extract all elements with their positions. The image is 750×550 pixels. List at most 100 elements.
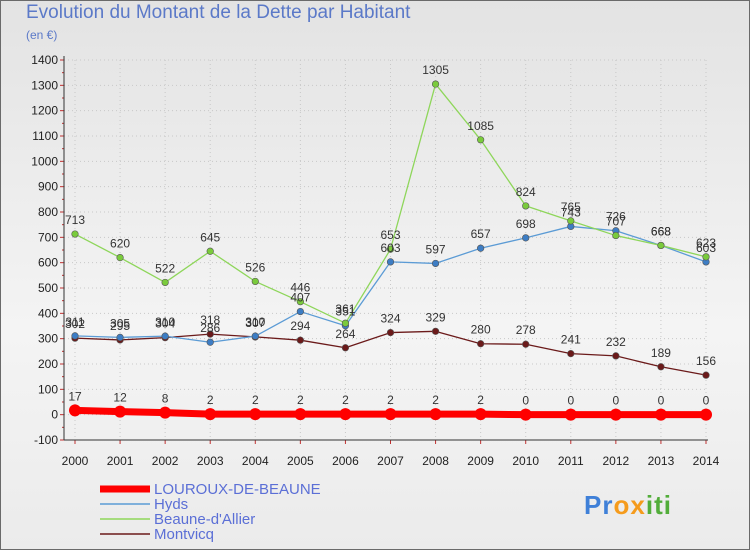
data-label: 280 (471, 323, 491, 337)
data-label: 526 (245, 260, 265, 274)
data-point (341, 344, 350, 352)
x-tick-label: 2001 (107, 454, 134, 468)
data-point (206, 338, 214, 346)
data-label: 603 (380, 241, 400, 255)
data-point (116, 254, 124, 262)
data-point (251, 277, 259, 286)
data-point (519, 408, 532, 421)
data-point (564, 408, 577, 421)
data-point (700, 408, 712, 421)
data-label: 668 (651, 224, 671, 238)
data-label: 189 (651, 346, 671, 360)
data-point (477, 340, 485, 348)
y-tick-label: 700 (38, 230, 58, 244)
x-tick-label: 2006 (332, 454, 359, 468)
data-point (386, 245, 395, 253)
data-point (69, 404, 81, 417)
data-label: 305 (110, 316, 130, 330)
data-label: 597 (426, 242, 446, 256)
x-tick-label: 2005 (287, 454, 314, 468)
y-tick-label: 1000 (31, 154, 58, 168)
y-tick-label: 600 (38, 256, 58, 270)
data-label: 446 (290, 281, 310, 295)
x-tick-label: 2008 (422, 454, 449, 468)
data-label: 707 (606, 215, 626, 229)
data-point (161, 332, 169, 340)
legend-label: Hyds (154, 496, 188, 513)
data-label: 361 (335, 302, 355, 316)
x-tick-label: 2000 (62, 454, 89, 468)
data-point (431, 80, 440, 88)
y-tick-label: 800 (38, 205, 58, 219)
data-label: 2 (252, 393, 259, 407)
data-label: 2 (342, 393, 349, 407)
legend-label: Montvicq (154, 526, 214, 543)
data-label: 1085 (467, 119, 494, 133)
data-point (249, 408, 262, 421)
proxiti-logo: Proxiti (584, 490, 672, 520)
data-point (522, 234, 530, 242)
data-point (429, 408, 442, 421)
data-point (251, 332, 259, 340)
data-label: 156 (696, 354, 716, 368)
x-tick-label: 2011 (558, 454, 584, 468)
data-label: 2 (477, 393, 484, 407)
x-tick-label: 2013 (648, 454, 675, 468)
data-point (522, 202, 530, 210)
data-point (477, 244, 485, 252)
data-point (612, 352, 620, 360)
data-label: 8 (162, 392, 169, 406)
y-tick-label: -100 (34, 433, 58, 447)
data-label: 311 (65, 315, 84, 329)
data-label: 17 (68, 389, 82, 403)
y-tick-label: 900 (38, 180, 58, 194)
data-label: 407 (290, 291, 310, 305)
data-point (386, 258, 395, 266)
data-label: 351 (335, 305, 355, 319)
data-point (522, 340, 530, 348)
data-point (609, 408, 622, 421)
y-tick-label: 1100 (32, 129, 58, 143)
data-point (477, 136, 485, 144)
x-tick-label: 2010 (512, 454, 539, 468)
axes: -100010020030040050060070080090010001100… (31, 53, 719, 468)
data-point (296, 298, 304, 306)
data-point (567, 350, 575, 358)
y-tick-label: 200 (38, 357, 58, 371)
data-point (296, 307, 304, 316)
data-label: 2 (207, 393, 214, 407)
data-point (384, 408, 397, 421)
data-point (657, 363, 665, 371)
data-label: 310 (245, 315, 265, 329)
y-tick-label: 1400 (31, 53, 58, 67)
data-label: 329 (426, 310, 446, 324)
legend-label: LOUROUX-DE-BEAUNE (154, 481, 321, 498)
data-label: 645 (200, 230, 220, 244)
data-label: 0 (567, 394, 574, 408)
data-label: 713 (65, 213, 85, 227)
data-label: 1305 (422, 63, 449, 77)
data-label: 657 (471, 227, 491, 241)
y-tick-label: 300 (38, 332, 58, 346)
data-label: 264 (335, 327, 355, 341)
legend-label: Beaune-d'Allier (154, 511, 255, 528)
data-point (71, 230, 79, 238)
data-point (294, 408, 307, 421)
data-label: 294 (290, 319, 310, 333)
data-label: 824 (516, 185, 536, 199)
x-tick-label: 2012 (603, 454, 630, 468)
data-label: 307 (245, 316, 265, 330)
data-point (657, 241, 665, 250)
data-label: 302 (65, 317, 85, 331)
data-label: 286 (200, 321, 220, 335)
data-point (206, 247, 214, 255)
data-point (702, 371, 710, 379)
data-label: 726 (606, 210, 626, 224)
data-label: 295 (110, 319, 130, 333)
data-label: 241 (561, 333, 581, 347)
data-point (654, 408, 667, 421)
data-point (341, 319, 350, 327)
data-label: 324 (380, 312, 400, 326)
chart-subtitle: (en €) (26, 28, 58, 42)
data-label: 698 (516, 217, 536, 231)
